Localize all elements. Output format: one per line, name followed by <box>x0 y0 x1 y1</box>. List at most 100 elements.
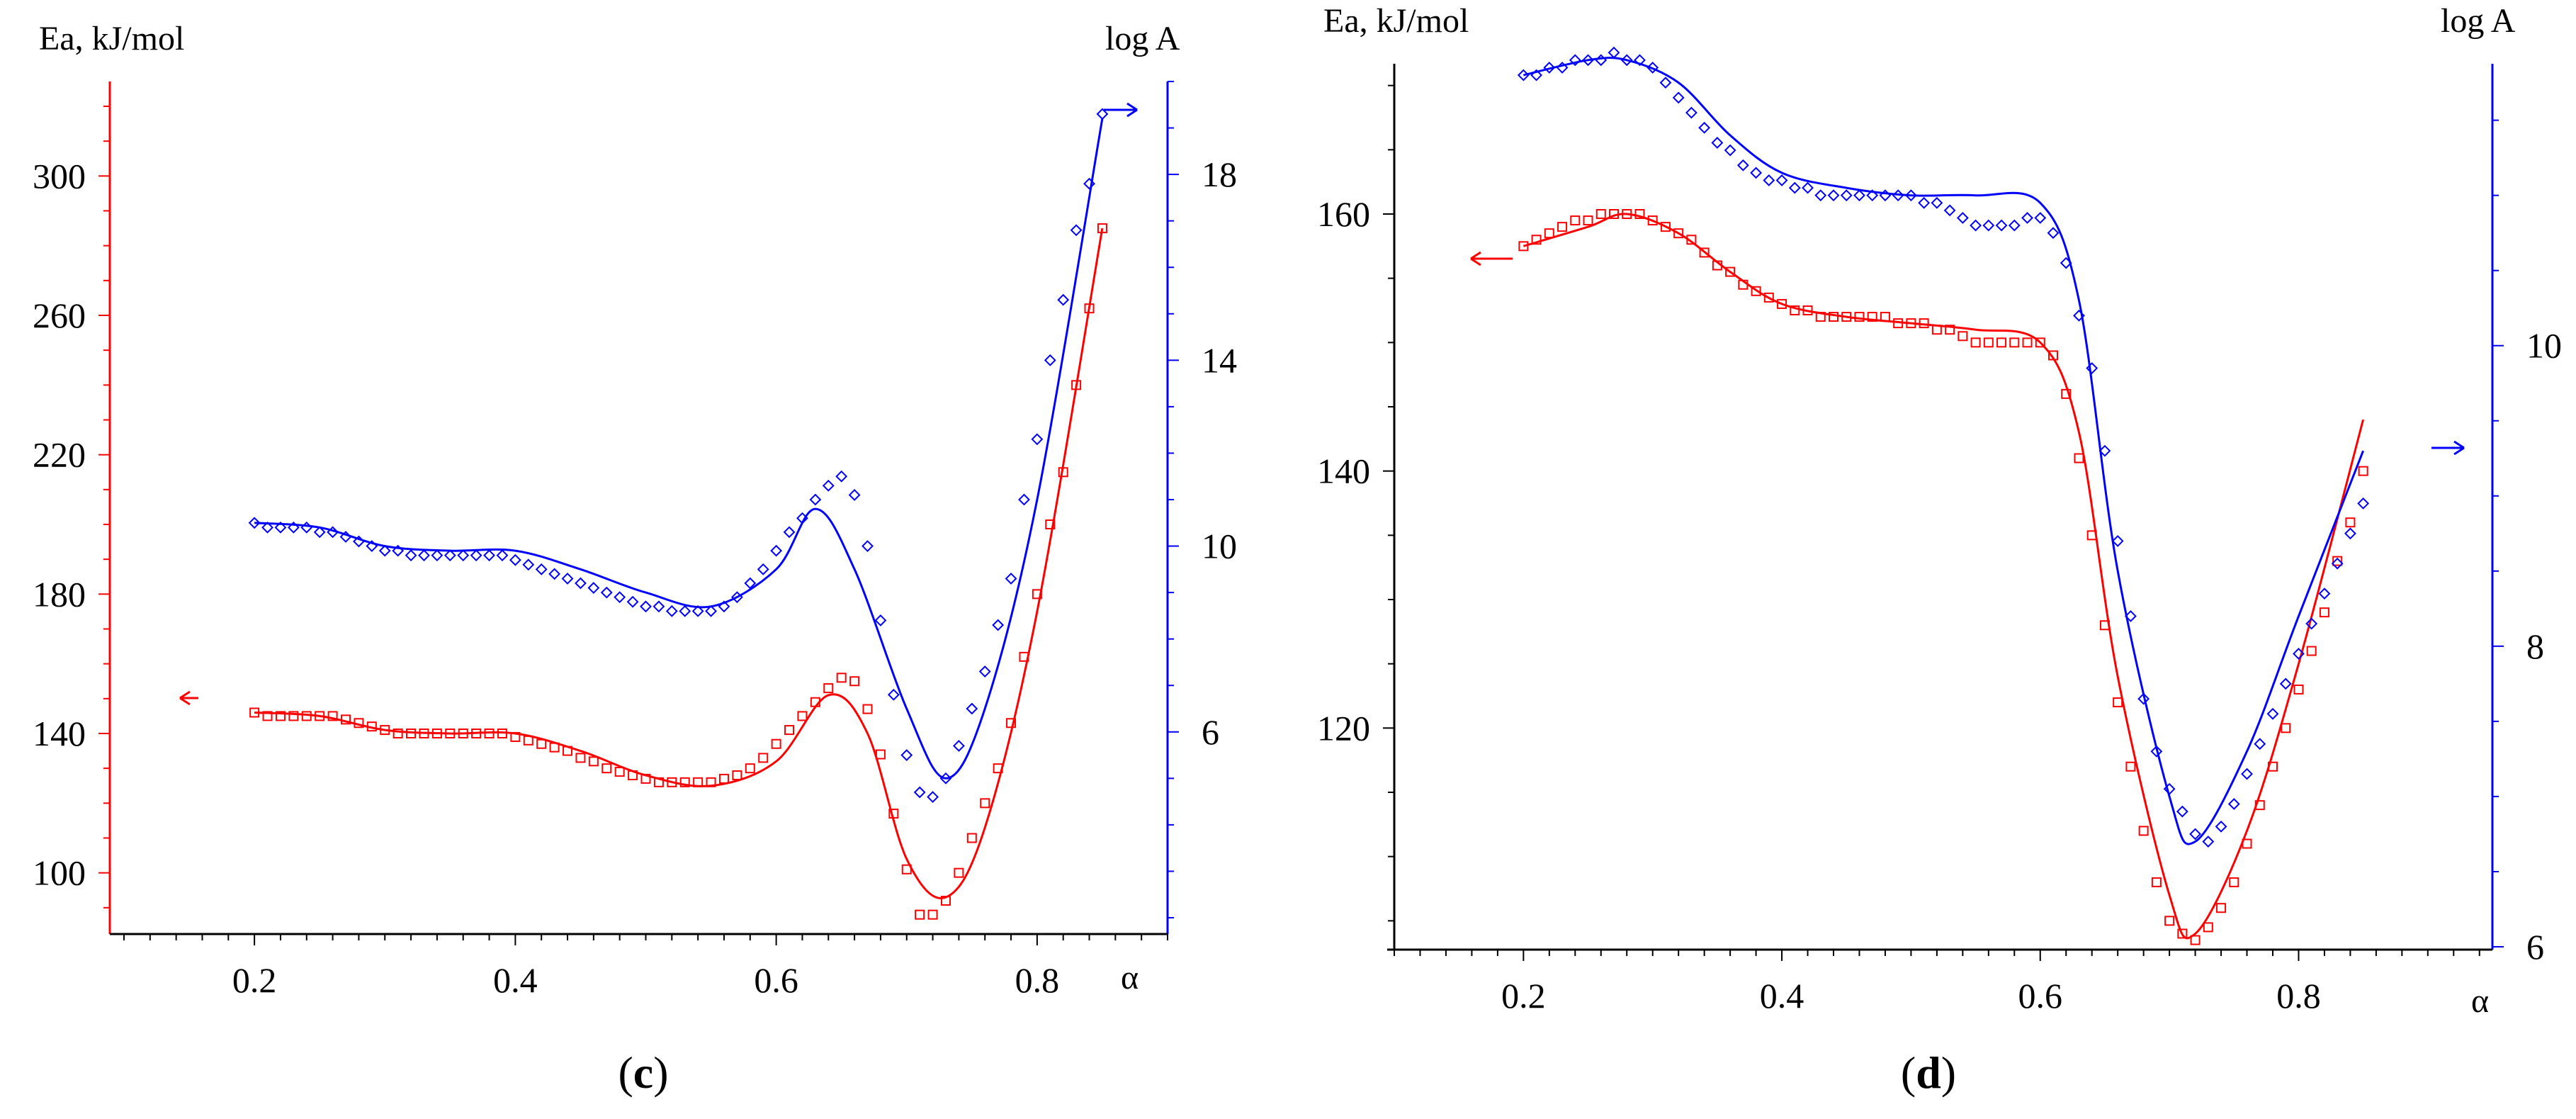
loga-axis-arrow-icon <box>2431 440 2465 456</box>
ea-data-point <box>1996 337 2007 348</box>
ea-data-point <box>2190 935 2201 945</box>
loga-data-point <box>535 563 548 575</box>
loga-data-point <box>1879 189 1892 202</box>
y-right-tick-label: 6 <box>1202 712 1219 752</box>
ea-data-point <box>2203 922 2213 933</box>
ea-data-point <box>458 729 468 738</box>
loga-data-point <box>261 521 273 534</box>
loga-data-point <box>887 688 900 701</box>
ea-data-point <box>471 729 482 738</box>
panel-label-close-paren: ) <box>1941 1047 1956 1098</box>
loga-data-point <box>718 600 730 613</box>
loga-data-point <box>300 521 313 534</box>
y-left-tick-label: 260 <box>33 296 86 335</box>
ea-data-point <box>653 777 664 787</box>
loga-data-point <box>1634 54 1646 67</box>
ea-data-point <box>1983 337 1994 348</box>
y-left-tick-label: 120 <box>1317 708 1370 748</box>
ea-fit-line <box>1523 213 2365 940</box>
loga-data-point <box>2357 497 2370 510</box>
ea-data-point <box>1867 312 1877 322</box>
ea-axis-arrow-icon <box>179 690 198 706</box>
loga-data-point <box>2189 828 2202 840</box>
loga-data-point <box>1892 189 1904 202</box>
ea-data-point <box>301 711 312 721</box>
loga-data-point <box>444 549 456 562</box>
loga-data-point <box>2241 767 2253 780</box>
loga-data-point <box>2124 610 2137 622</box>
loga-data-point <box>770 544 783 557</box>
y-left-tick-label: 180 <box>33 574 86 614</box>
ea-data-point <box>901 864 912 875</box>
ea-data-point <box>784 725 795 736</box>
loga-data-point <box>405 549 417 562</box>
loga-data-point <box>1070 224 1083 237</box>
loga-data-point <box>614 591 626 604</box>
ea-data-point <box>601 763 612 774</box>
loga-data-point <box>2098 444 2111 457</box>
ea-data-point <box>354 718 364 729</box>
loga-data-point <box>2318 587 2331 600</box>
ea-data-point <box>836 673 847 683</box>
loga-axis-arrow-icon <box>1104 102 1138 118</box>
y-left-axis-title: Ea, kJ/mol <box>39 20 184 57</box>
ea-data-point <box>262 711 273 721</box>
loga-data-point <box>418 549 430 562</box>
ea-data-point <box>1622 209 1632 219</box>
x-tick-label: 0.6 <box>754 960 798 1000</box>
loga-data-point <box>966 702 978 715</box>
ea-data-point <box>628 770 638 780</box>
ea-data-point <box>1518 241 1529 252</box>
loga-data-point <box>522 558 535 571</box>
x-tick-label: 0.2 <box>1501 976 1546 1016</box>
ea-data-point <box>993 763 1003 774</box>
loga-data-point <box>1736 159 1749 171</box>
ea-data-point <box>823 683 834 694</box>
ea-data-point <box>2164 916 2175 926</box>
ea-data-point <box>510 731 521 742</box>
loga-data-point <box>1608 46 1620 59</box>
x-axis-title: α <box>1121 959 1139 996</box>
loga-data-point <box>1672 91 1685 104</box>
loga-data-point <box>2150 745 2163 758</box>
ea-data-point <box>2358 466 2368 476</box>
panel-label-letter: d <box>1916 1047 1941 1098</box>
ea-data-point <box>614 767 625 777</box>
ea-data-point <box>1815 312 1826 322</box>
y-left-tick-label: 140 <box>33 714 86 753</box>
ea-data-point <box>341 714 351 725</box>
ea-data-point <box>927 909 938 920</box>
ea-data-point <box>484 729 495 738</box>
loga-data-point <box>2047 227 2060 240</box>
ea-data-point <box>771 738 781 749</box>
ea-data-point <box>1045 519 1056 529</box>
ea-data-point <box>1970 337 1981 348</box>
ea-data-point <box>980 798 990 809</box>
ea-data-point <box>575 753 586 763</box>
ea-data-point <box>380 725 390 736</box>
loga-data-point <box>2254 738 2266 750</box>
loga-data-point <box>1044 354 1056 366</box>
loga-data-point <box>287 521 300 534</box>
ea-data-point <box>849 676 860 687</box>
ea-data-point <box>745 763 755 774</box>
ea-data-point <box>2254 800 2265 811</box>
loga-data-point <box>1866 189 1879 202</box>
ea-data-point <box>315 711 325 721</box>
ea-data-point <box>1019 651 1029 662</box>
ea-data-point <box>1699 247 1710 258</box>
loga-data-point <box>796 512 808 524</box>
loga-data-point <box>1814 189 1827 202</box>
loga-data-point <box>1543 62 1556 74</box>
ea-data-point <box>679 777 690 787</box>
ea-data-point <box>1880 312 1890 322</box>
loga-data-point <box>1931 196 1943 209</box>
ea-data-point <box>1634 209 1645 219</box>
y-left-tick-label: 100 <box>33 853 86 893</box>
loga-data-point <box>1750 167 1763 179</box>
loga-data-point <box>822 479 835 492</box>
ea-data-point <box>1570 215 1581 226</box>
ea-data-point <box>445 729 456 738</box>
loga-data-point <box>927 791 939 803</box>
x-tick-label: 0.4 <box>493 960 538 1000</box>
